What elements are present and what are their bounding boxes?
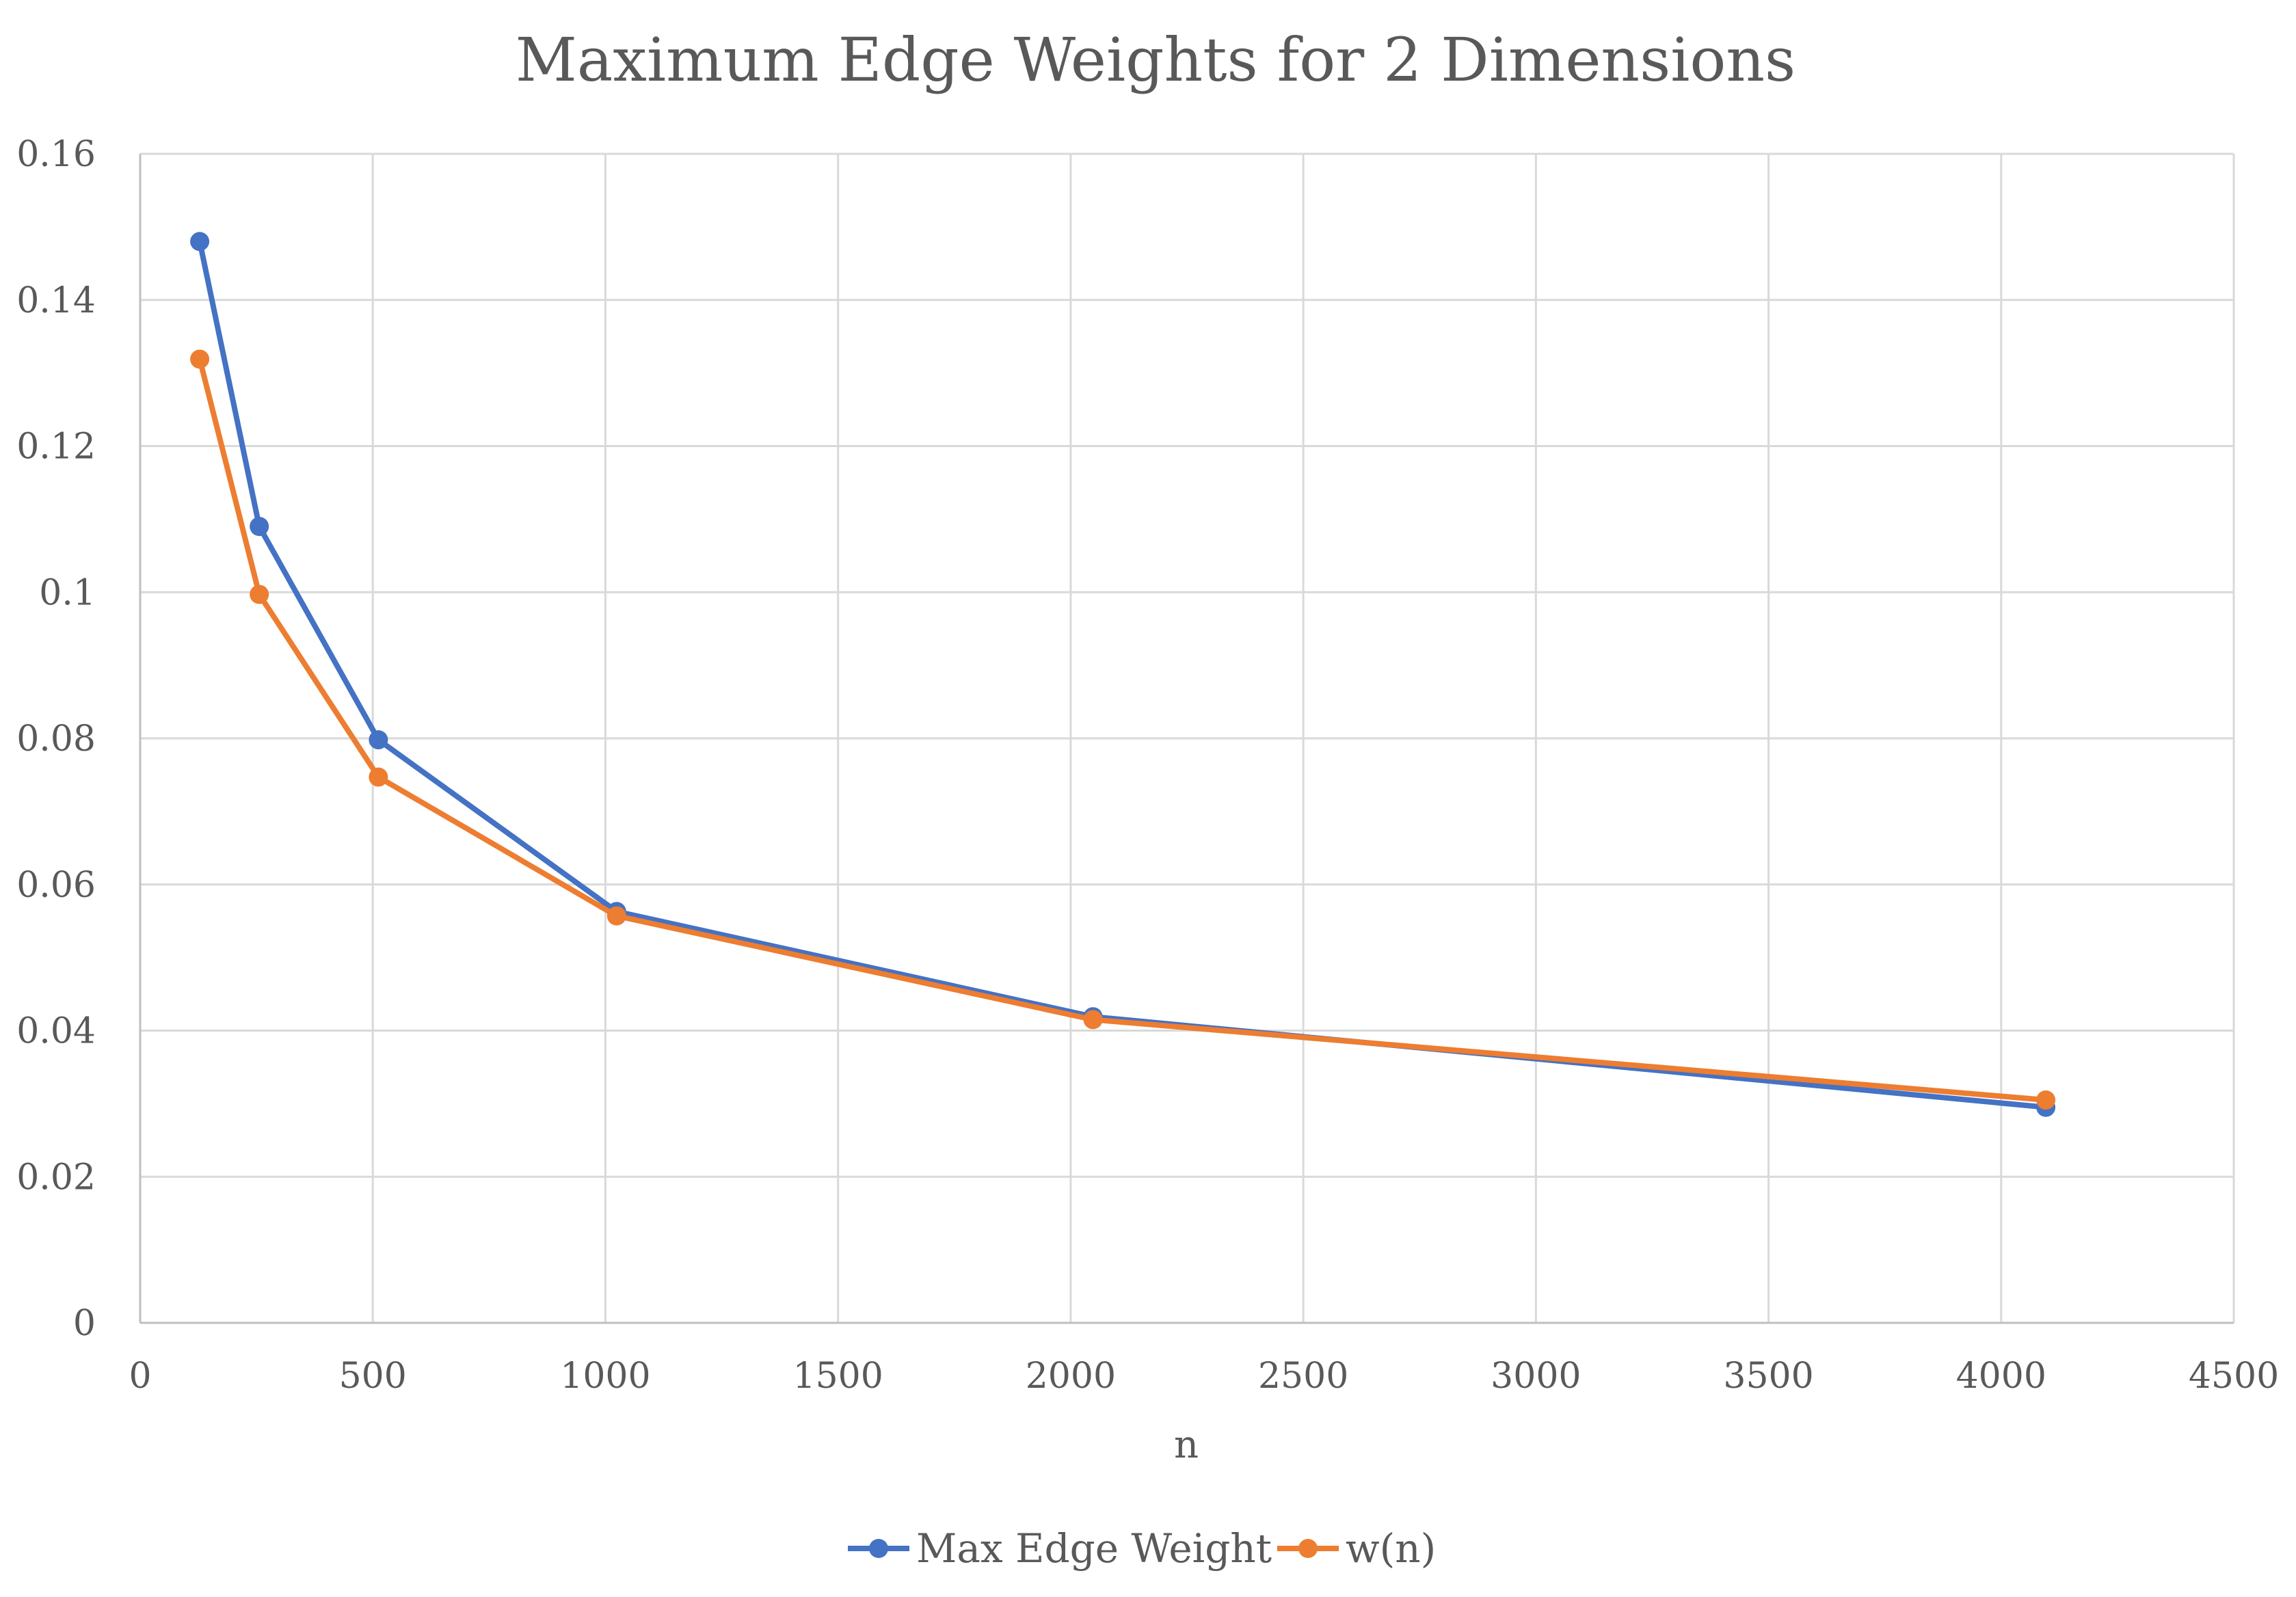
data-point	[250, 585, 269, 604]
x-tick-label: 1500	[792, 1356, 883, 1397]
y-axis-ticks: 0 0.02 0.04 0.06 0.08 0.1 0.12 0.14 0.16	[16, 134, 96, 1344]
legend-swatch-marker	[869, 1539, 888, 1558]
series-1	[190, 349, 2056, 1110]
y-tick-label: 0.1	[39, 572, 96, 613]
data-point	[190, 349, 210, 369]
legend-entry: w(n)	[1277, 1525, 1436, 1572]
y-tick-label: 0.14	[16, 280, 96, 321]
x-tick-label: 4500	[2189, 1356, 2279, 1397]
y-tick-label: 0	[73, 1303, 96, 1344]
gridlines	[140, 152, 2235, 1323]
x-tick-label: 2000	[1026, 1356, 1116, 1397]
x-tick-label: 0	[129, 1356, 151, 1397]
legend: Max Edge Weight w(n)	[848, 1525, 1436, 1572]
x-axis-ticks: 0 500 1000 1500 2000 2500 3000 3500 4000 4500	[129, 1356, 2279, 1397]
chart-title: Maximum Edge Weights for 2 Dimensions	[516, 25, 1796, 95]
data-point	[369, 730, 388, 750]
y-tick-label: 0.02	[16, 1157, 96, 1198]
y-tick-label: 0.08	[16, 719, 96, 760]
data-point	[250, 517, 269, 537]
x-axis-label: n	[1174, 1423, 1199, 1467]
data-point	[606, 906, 626, 926]
legend-entry: Max Edge Weight	[848, 1525, 1272, 1572]
x-tick-label: 1000	[560, 1356, 650, 1397]
series-line	[197, 356, 2049, 1103]
x-tick-label: 2500	[1258, 1356, 1348, 1397]
data-point	[1083, 1010, 1103, 1030]
x-tick-label: 3000	[1491, 1356, 1581, 1397]
data-point	[190, 232, 210, 252]
legend-label: Max Edge Weight	[916, 1525, 1272, 1572]
y-tick-label: 0.06	[16, 865, 96, 906]
y-tick-label: 0.12	[16, 427, 96, 468]
data-point	[2036, 1090, 2056, 1110]
data-point	[369, 767, 388, 787]
series-layer	[190, 232, 2056, 1117]
x-tick-label: 4000	[1956, 1356, 2046, 1397]
legend-swatch-marker	[1298, 1539, 1318, 1558]
y-tick-label: 0.16	[16, 134, 96, 175]
x-tick-label: 3500	[1723, 1356, 1813, 1397]
legend-label: w(n)	[1346, 1525, 1436, 1572]
axes	[139, 154, 2234, 1324]
y-tick-label: 0.04	[16, 1011, 96, 1052]
x-tick-label: 500	[339, 1356, 407, 1397]
